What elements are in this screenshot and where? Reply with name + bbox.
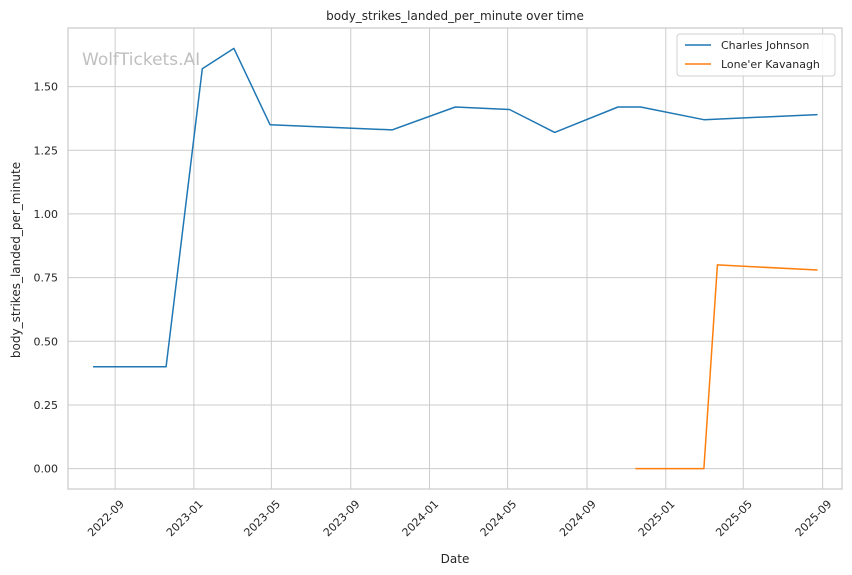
chart-title: body_strikes_landed_per_minute over time: [326, 9, 584, 23]
series-line-charles-johnson: [93, 47, 818, 368]
legend-box: [676, 33, 836, 77]
series-layer: [93, 47, 818, 470]
y-axis-label: body_strikes_landed_per_minute: [9, 162, 23, 358]
legend-label: Charles Johnson: [721, 39, 809, 52]
x-axis-label: Date: [441, 552, 470, 566]
y-tick-label: 0.75: [34, 272, 59, 285]
axes-frame: [67, 27, 843, 490]
plot-area: [68, 28, 842, 489]
y-tick-label: 0.25: [34, 399, 59, 412]
legend-label: Lone'er Kavanagh: [721, 58, 820, 71]
axes-border: [67, 27, 843, 490]
grid: [68, 28, 842, 489]
legend: Charles Johnson Lone'er Kavanagh: [676, 33, 836, 77]
y-tick-label: 1.50: [34, 81, 59, 94]
watermark: WolfTickets.AI: [82, 50, 200, 70]
y-tick-label: 0.50: [34, 335, 59, 348]
y-tick-label: 1.25: [34, 144, 59, 157]
y-axis-ticks: 0.00 0.25 0.50 0.75 1.00 1.25 1.50: [34, 81, 59, 476]
series-line-lone-er-kavanagh: [635, 264, 818, 470]
y-tick-label: 1.00: [34, 208, 59, 221]
y-tick-label: 0.00: [34, 463, 59, 476]
